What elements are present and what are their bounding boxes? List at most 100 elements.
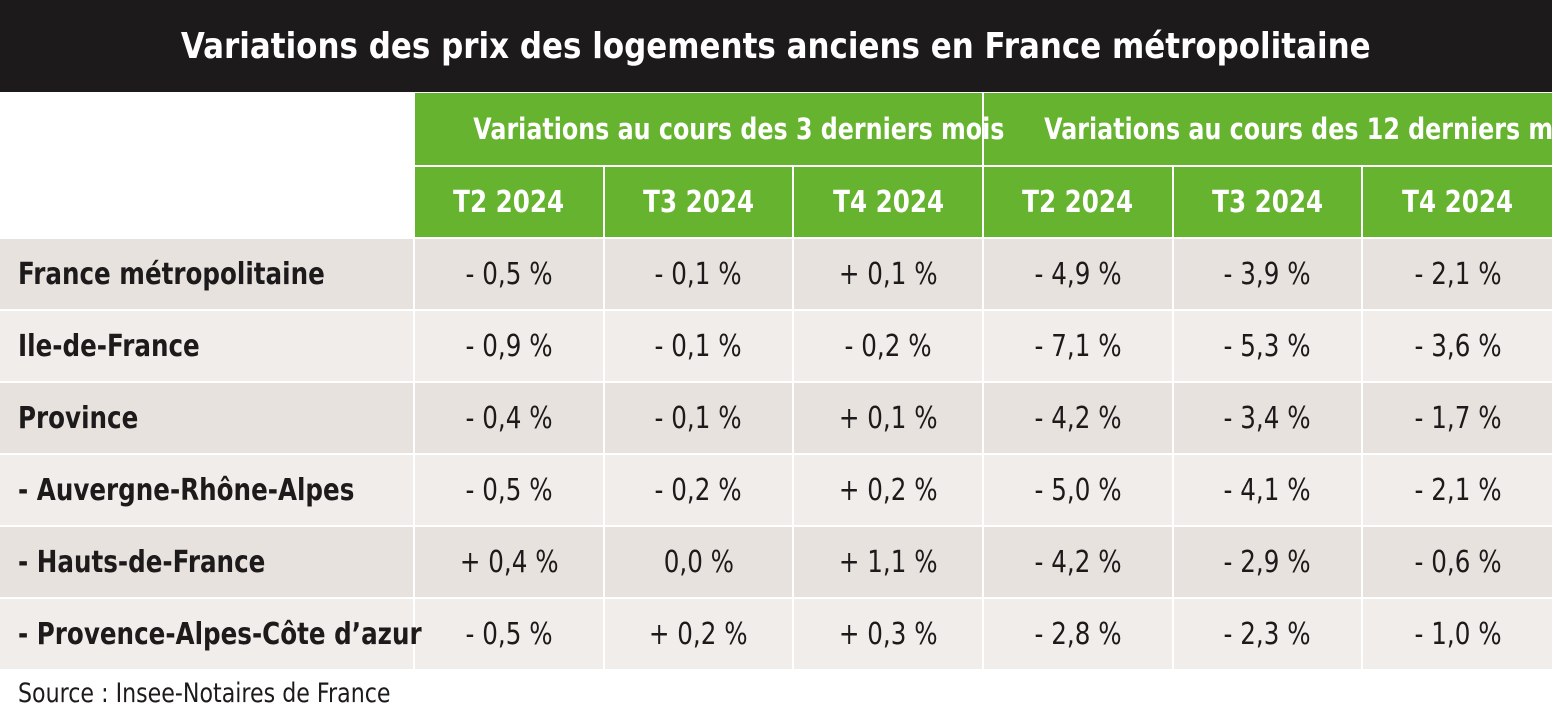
- table-cell: - 4,2 %: [981, 381, 1173, 454]
- cell-value: - 2,3 %: [1223, 616, 1311, 652]
- cell-value: - 0,2 %: [654, 472, 742, 508]
- table-cell: - 2,3 %: [1171, 597, 1363, 669]
- cell-value: - 1,0 %: [1414, 616, 1502, 652]
- table-row: - Provence-Alpes-Côte d’azur - 0,5 % + 0…: [0, 597, 1552, 669]
- cell-value: - 0,5 %: [465, 256, 553, 292]
- table-row: France métropolitaine - 0,5 % - 0,1 % + …: [0, 237, 1552, 310]
- period-header-label: T2 2024: [1022, 184, 1134, 220]
- row-label: - Provence-Alpes-Côte d’azur: [0, 597, 422, 669]
- table-cell: - 4,9 %: [981, 237, 1173, 310]
- table-cell: - 3,4 %: [1171, 381, 1363, 454]
- period-header: T4 2024: [1361, 166, 1552, 238]
- row-label-text: - Hauts-de-France: [18, 544, 266, 580]
- table-cell: + 0,2 %: [792, 453, 983, 526]
- group-header-label: Variations au cours des 3 derniers mois: [473, 112, 1005, 146]
- table-cell: - 0,5 %: [413, 453, 604, 526]
- row-label-text: - Auvergne-Rhône-Alpes: [18, 472, 355, 508]
- table-cell: - 0,9 %: [413, 309, 604, 382]
- row-label-text: Ile-de-France: [18, 328, 200, 364]
- table-cell: + 0,1 %: [792, 237, 983, 310]
- cell-value: - 2,1 %: [1414, 256, 1502, 292]
- table-cell: - 1,7 %: [1361, 381, 1552, 454]
- table-row: - Hauts-de-France + 0,4 % 0,0 % + 1,1 % …: [0, 525, 1552, 598]
- table-cell: - 2,1 %: [1361, 237, 1552, 310]
- cell-value: - 2,8 %: [1034, 616, 1122, 652]
- cell-value: + 0,2 %: [649, 616, 748, 652]
- row-label: - Auvergne-Rhône-Alpes: [0, 453, 414, 526]
- cell-value: - 0,2 %: [844, 328, 932, 364]
- table-cell: 0,0 %: [602, 525, 794, 598]
- table-row: Province - 0,4 % - 0,1 % + 0,1 % - 4,2 %…: [0, 381, 1552, 454]
- cell-value: - 4,2 %: [1034, 400, 1122, 436]
- table-cell: - 0,2 %: [602, 453, 794, 526]
- title-bar: Variations des prix des logements ancien…: [0, 0, 1552, 92]
- cell-value: + 0,1 %: [838, 400, 938, 436]
- table-cell: - 5,3 %: [1171, 309, 1363, 382]
- table-cell: - 0,5 %: [413, 237, 604, 310]
- period-header-label: T3 2024: [1212, 184, 1323, 220]
- cell-value: - 2,1 %: [1414, 472, 1502, 508]
- cell-value: - 4,2 %: [1034, 544, 1122, 580]
- table-cell: - 0,6 %: [1361, 525, 1552, 598]
- period-header: T2 2024: [981, 166, 1173, 238]
- cell-value: + 0,4 %: [459, 544, 559, 580]
- table-cell: - 0,1 %: [602, 381, 794, 454]
- row-label-text: - Provence-Alpes-Côte d’azur: [18, 616, 422, 652]
- price-variations-table: Variations au cours des 3 derniers mois …: [0, 93, 1552, 669]
- period-header: T3 2024: [602, 166, 794, 238]
- group-header-label: Variations au cours des 12 derniers mois: [1044, 112, 1552, 146]
- table-cell: - 0,1 %: [602, 309, 794, 382]
- period-header: T3 2024: [1171, 166, 1363, 238]
- group-header-12-months: Variations au cours des 12 derniers mois: [981, 93, 1552, 167]
- cell-value: - 0,6 %: [1414, 544, 1502, 580]
- cell-value: - 0,1 %: [654, 256, 742, 292]
- cell-value: - 3,6 %: [1414, 328, 1502, 364]
- row-label-text: Province: [18, 400, 139, 436]
- period-header: T4 2024: [792, 166, 983, 238]
- row-label: - Hauts-de-France: [0, 525, 414, 598]
- table-cell: + 0,4 %: [413, 525, 604, 598]
- table-cell: + 1,1 %: [792, 525, 983, 598]
- cell-value: - 0,5 %: [465, 616, 553, 652]
- cell-value: - 5,0 %: [1034, 472, 1122, 508]
- cell-value: + 1,1 %: [838, 544, 938, 580]
- row-label: Ile-de-France: [0, 309, 414, 382]
- period-header-label: T4 2024: [832, 184, 944, 220]
- table-cell: - 1,0 %: [1361, 597, 1552, 669]
- table-cell: - 7,1 %: [981, 309, 1173, 382]
- cell-value: - 3,4 %: [1223, 400, 1311, 436]
- period-header-row: T2 2024 T3 2024 T4 2024 T2 2024 T3 2024 …: [0, 166, 1552, 238]
- cell-value: + 0,3 %: [838, 616, 938, 652]
- empty-corner-cell: [0, 93, 414, 238]
- table-cell: + 0,2 %: [602, 597, 794, 669]
- table-cell: - 0,1 %: [602, 237, 794, 310]
- table-cell: - 2,8 %: [981, 597, 1173, 669]
- group-header-3-months: Variations au cours des 3 derniers mois: [413, 93, 1004, 167]
- cell-value: - 1,7 %: [1414, 400, 1502, 436]
- table-cell: - 4,2 %: [981, 525, 1173, 598]
- table-row: Ile-de-France - 0,9 % - 0,1 % - 0,2 % - …: [0, 309, 1552, 382]
- row-label: France métropolitaine: [0, 237, 414, 310]
- table-cell: - 2,9 %: [1171, 525, 1363, 598]
- period-header: T2 2024: [413, 166, 604, 238]
- table-cell: + 0,1 %: [792, 381, 983, 454]
- table-cell: - 3,6 %: [1361, 309, 1552, 382]
- cell-value: - 0,1 %: [654, 328, 742, 364]
- cell-value: - 0,9 %: [465, 328, 553, 364]
- source-note: Source : Insee-Notaires de France: [18, 678, 391, 709]
- row-label: Province: [0, 381, 414, 454]
- table-cell: - 2,1 %: [1361, 453, 1552, 526]
- page-title: Variations des prix des logements ancien…: [181, 25, 1371, 67]
- table-cell: - 0,4 %: [413, 381, 604, 454]
- cell-value: - 2,9 %: [1223, 544, 1311, 580]
- table-row: - Auvergne-Rhône-Alpes - 0,5 % - 0,2 % +…: [0, 453, 1552, 526]
- cell-value: - 7,1 %: [1034, 328, 1122, 364]
- cell-value: 0,0 %: [663, 544, 734, 580]
- cell-value: + 0,1 %: [838, 256, 938, 292]
- cell-value: - 4,9 %: [1034, 256, 1122, 292]
- cell-value: - 0,4 %: [465, 400, 553, 436]
- table-cell: - 5,0 %: [981, 453, 1173, 526]
- row-label-text: France métropolitaine: [18, 256, 325, 292]
- cell-value: - 4,1 %: [1223, 472, 1311, 508]
- table-cell: - 0,2 %: [792, 309, 983, 382]
